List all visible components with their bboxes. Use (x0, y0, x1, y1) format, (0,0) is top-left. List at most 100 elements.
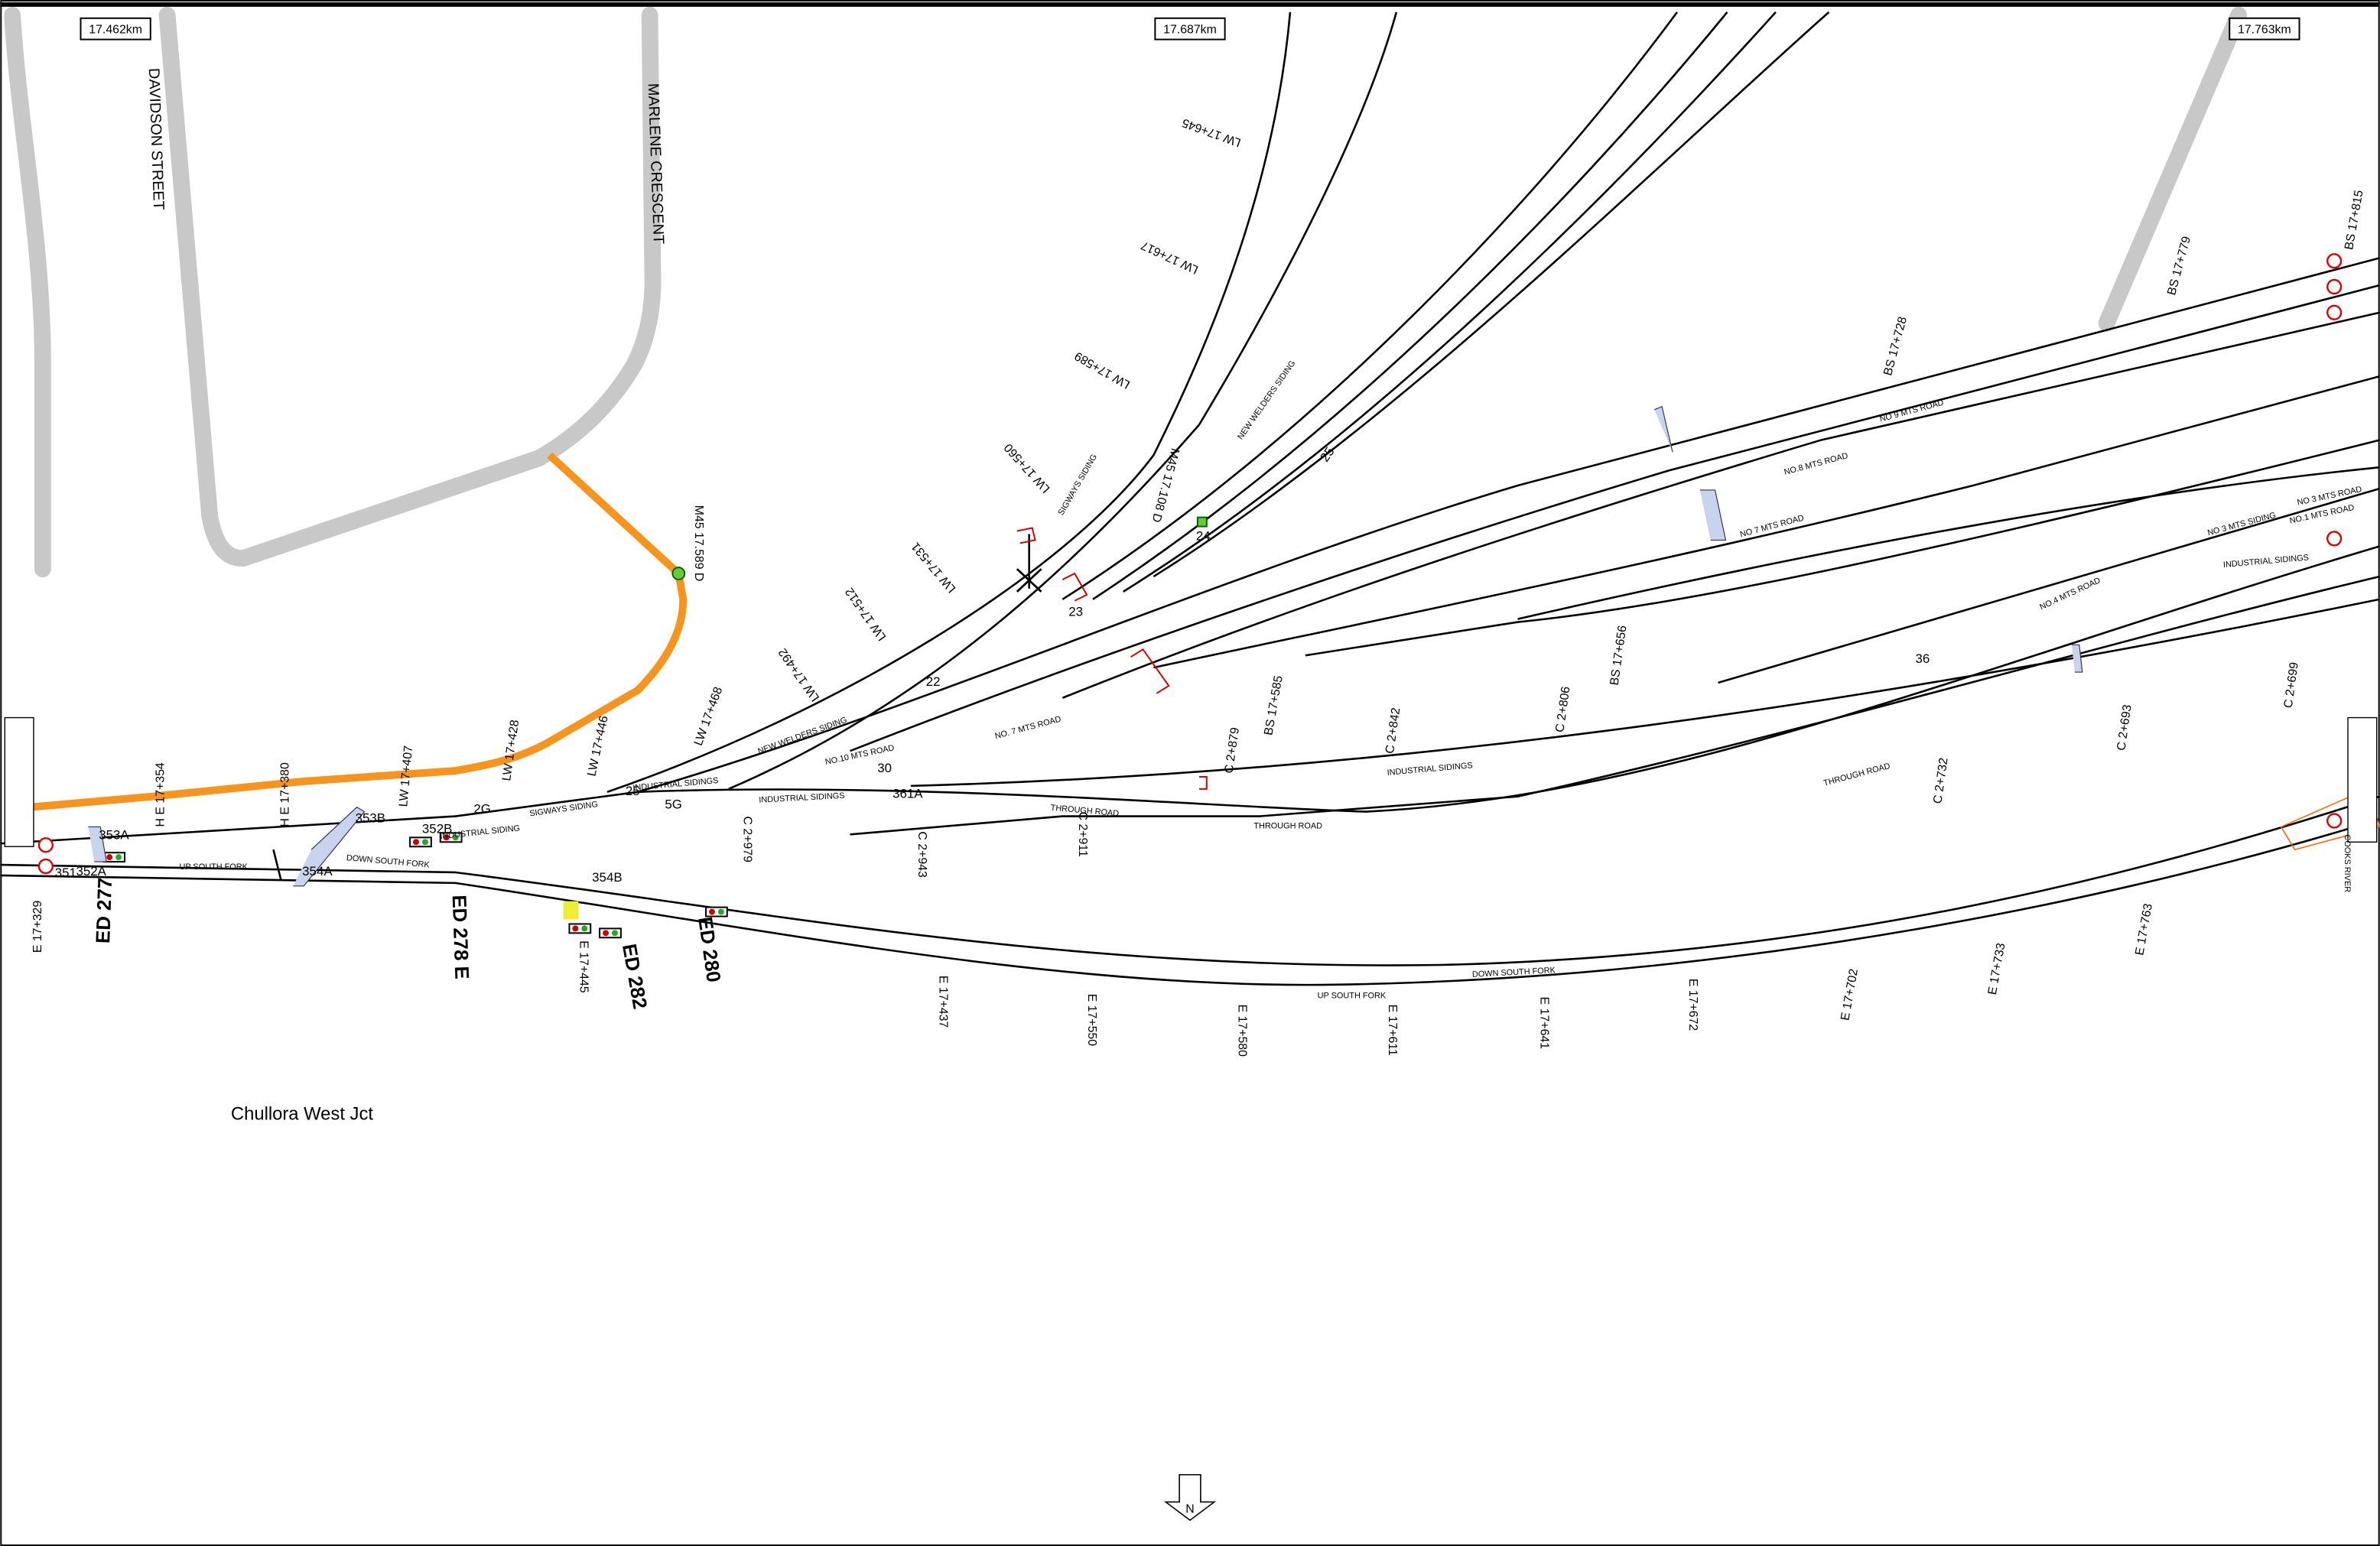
blue-zone (1653, 405, 1673, 453)
chainage: E 17+550 (1085, 994, 1098, 1047)
track (1517, 466, 2380, 620)
chainage: E 17+445 (577, 940, 590, 993)
lamp (603, 930, 610, 937)
point-id: 25 (626, 784, 640, 798)
lamp (421, 839, 428, 846)
chainage: LW 17+428 (500, 719, 522, 781)
signal (2326, 813, 2343, 829)
signal (37, 837, 54, 853)
chainage: BS 17+585 (1262, 674, 1285, 736)
chainage: LW 17+512 (843, 585, 889, 643)
street (2098, 6, 2248, 332)
point-id: 23 (1068, 605, 1083, 619)
chainage: C 2+911 (1076, 812, 1089, 857)
point-id: 354A (302, 864, 333, 879)
track-name: NEW WELDERS SIDING (1236, 359, 1297, 442)
track-name: SIGWAYS SIDING (1057, 453, 1100, 517)
chainage: C 2+979 (741, 817, 754, 863)
signal-head (568, 923, 592, 934)
north-label: N (1185, 1502, 1194, 1515)
track-name: THROUGH ROAD (1253, 821, 1322, 830)
track (1153, 375, 2380, 669)
track-name: DOWN SOUTH FORK (346, 853, 430, 870)
signal-head (599, 927, 622, 939)
mast (671, 567, 686, 580)
point-id: 5G (665, 797, 682, 812)
blue-zone (1699, 489, 1727, 541)
point-id: 352B (422, 821, 452, 836)
red-zone (1016, 527, 1036, 544)
chainage: E 17+641 (1537, 997, 1550, 1050)
marker (563, 901, 579, 920)
lamp (106, 854, 113, 861)
track (606, 11, 1292, 794)
chainage: E 17+580 (1235, 1005, 1248, 1057)
point-id: 2G (473, 802, 491, 817)
track-name: NO. 7 MTS ROAD (994, 715, 1062, 742)
lamp (443, 834, 450, 841)
track-name: UP SOUTH FORK (1318, 992, 1387, 1001)
track (910, 598, 2380, 788)
track-name: THROUGH ROAD (1822, 762, 1891, 788)
chainage: C 2+732 (1931, 757, 1950, 804)
signal-id: ED 277 (93, 878, 116, 944)
signal (2326, 304, 2343, 320)
signal-head (705, 906, 728, 918)
km-marker: 17.763km (2238, 24, 2291, 37)
side-box (2347, 716, 2378, 843)
point-id: 351 (55, 866, 76, 880)
chainage: BS 17+728 (1881, 315, 1910, 377)
signal-id: ED 280 (694, 915, 724, 983)
blue-zone (88, 826, 107, 862)
track (1718, 487, 2380, 684)
chainage: E 17+733 (1986, 942, 2008, 995)
chainage: C 2+693 (2115, 703, 2134, 751)
chainage: LW 17+589 (1072, 349, 1132, 391)
signal (2326, 278, 2343, 295)
track (1123, 11, 1777, 593)
track-name: NO 3 MTS SIDING (2206, 511, 2277, 538)
chainage: BS 17+779 (2165, 235, 2193, 297)
point-id: 24 (1196, 528, 1211, 543)
chainage: LW 17+560 (1002, 440, 1053, 495)
street (158, 6, 662, 567)
chainage: LW 17+468 (692, 685, 726, 748)
chainage: E 17+329 (31, 901, 44, 953)
chainage: H E 17+380 (278, 762, 291, 827)
track (1062, 311, 2380, 699)
north-arrow (1163, 1473, 1217, 1522)
lamp (572, 925, 579, 932)
chainage: LW 17+617 (1139, 239, 1200, 276)
chainage: LW 17+645 (1180, 115, 1243, 149)
signal-id: ED 278 E (448, 895, 473, 979)
mast-label: M45 17.589 D (692, 505, 705, 582)
point-id: 352A (76, 864, 107, 879)
track-name: COOKS RIVER (2343, 834, 2352, 892)
track-name: NO.8 MTS ROAD (1783, 451, 1849, 477)
lamp (452, 834, 459, 841)
lamp (611, 930, 618, 937)
track (1153, 11, 1830, 578)
green-box (1196, 516, 1208, 528)
chainage: LW 17+531 (909, 540, 959, 596)
chainage: BS 17+815 (2343, 189, 2365, 251)
blue-zone (293, 806, 366, 887)
signal (2326, 253, 2343, 269)
track (0, 818, 2380, 986)
track (0, 257, 2380, 845)
track-name: NO.4 MTS ROAD (2038, 576, 2102, 612)
track-name: INDUSTRIAL SIDINGS (2223, 553, 2310, 570)
track (272, 849, 282, 881)
chainage: LW 17+446 (585, 714, 610, 777)
lamp (413, 839, 419, 846)
chainage: LW 17+492 (776, 645, 822, 703)
point-id: 353B (356, 810, 385, 825)
chainage: E 17+702 (1839, 968, 1861, 1021)
chainage: C 2+842 (1383, 706, 1403, 754)
lamp (708, 908, 715, 915)
red-zone (1062, 572, 1088, 602)
chainage: C 2+943 (915, 831, 928, 878)
cable-route (30, 452, 688, 811)
